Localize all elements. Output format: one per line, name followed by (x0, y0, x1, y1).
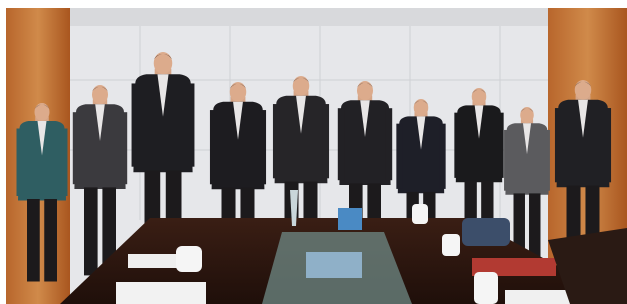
paper (116, 282, 206, 304)
photo (0, 0, 627, 304)
tissue-box (338, 208, 362, 230)
paper (505, 290, 573, 304)
paper (128, 254, 180, 268)
page (0, 0, 627, 304)
bag (462, 218, 510, 246)
tissue-box (306, 252, 362, 278)
ceiling-strip (70, 8, 548, 26)
